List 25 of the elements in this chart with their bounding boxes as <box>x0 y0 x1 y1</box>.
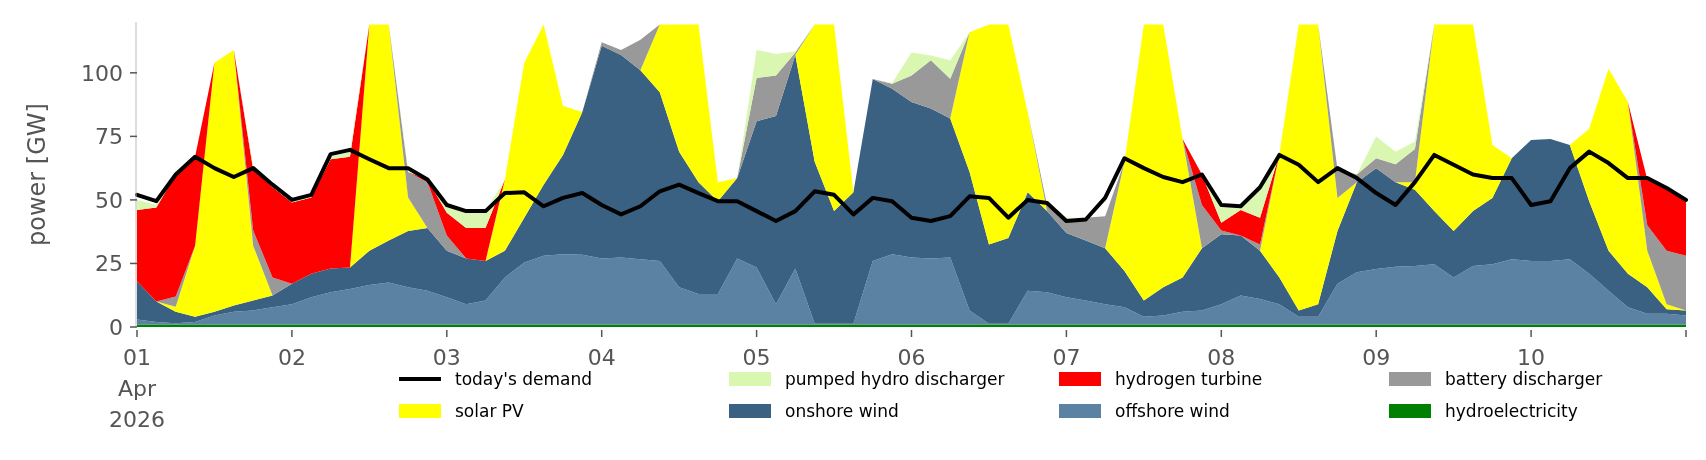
legend-label: hydrogen turbine <box>1115 368 1263 389</box>
y-tick-label: 0 <box>109 314 123 340</box>
x-tick-label: 01 Apr 2026 <box>109 345 165 432</box>
legend-label: onshore wind <box>785 400 899 421</box>
x-tick-label: 05 <box>742 345 771 370</box>
x-tick-label: 09 <box>1362 345 1391 370</box>
y-axis-title: power [GW] <box>23 103 51 246</box>
y-tick-label: 75 <box>95 124 123 150</box>
legend-label: pumped hydro discharger <box>785 368 1005 389</box>
x-tick-label: 02 <box>277 345 306 370</box>
line-series <box>135 147 1688 224</box>
y-tick-label: 25 <box>95 251 123 277</box>
x-tick-label: 03 <box>432 345 461 370</box>
x-tick-label: 10 <box>1517 345 1546 370</box>
x-tick-label: 07 <box>1052 345 1081 370</box>
x-tick-label: 06 <box>897 345 926 370</box>
y-tick-label: 50 <box>95 187 123 213</box>
legend-label: hydroelectricity <box>1445 400 1578 421</box>
legend-label: today's demand <box>455 368 593 389</box>
legend-label: solar PV <box>455 400 525 421</box>
legend-label: offshore wind <box>1115 400 1230 421</box>
x-tick-label: 04 <box>587 345 616 370</box>
legend-label: battery discharger <box>1445 368 1603 389</box>
x-tick-label: 08 <box>1207 345 1236 370</box>
y-tick-label: 100 <box>81 60 123 86</box>
